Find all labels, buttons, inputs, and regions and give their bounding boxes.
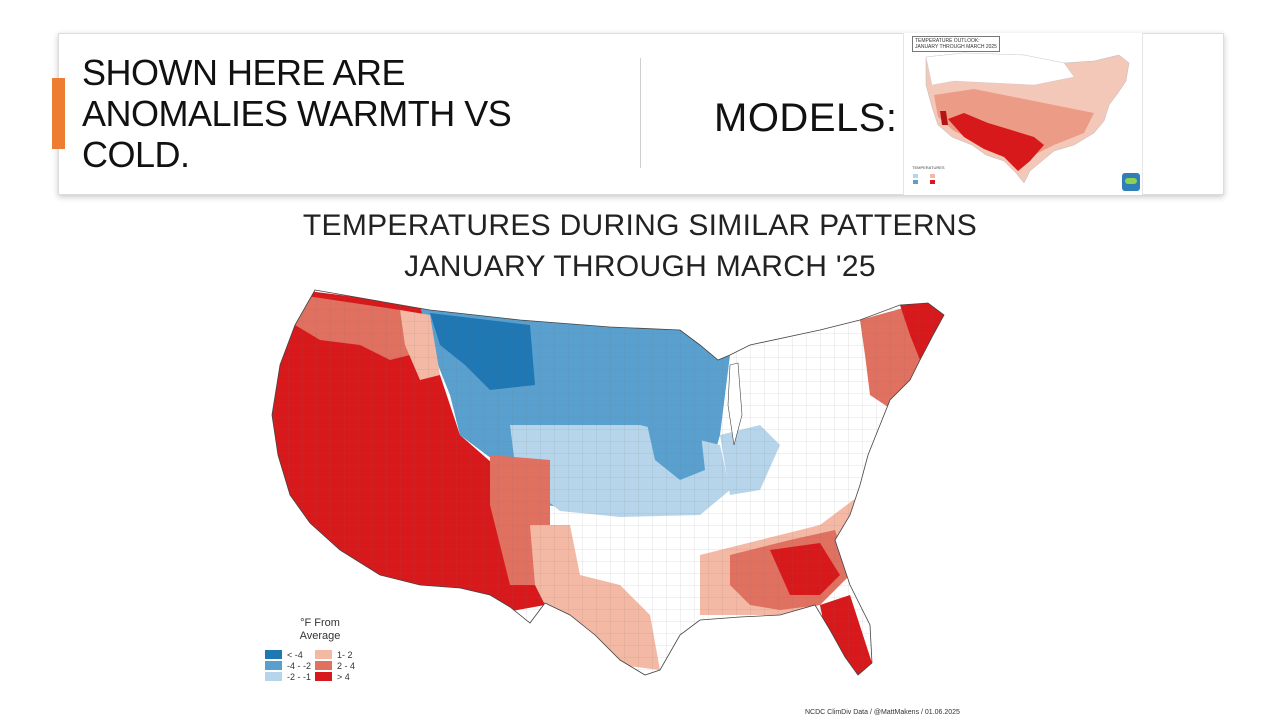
thumb-legend-swatch bbox=[930, 180, 935, 184]
thumb-legend-swatch bbox=[913, 180, 918, 184]
thumb-hot-spot bbox=[940, 111, 948, 125]
legend-title-line-1: °F From bbox=[300, 617, 340, 629]
thumbnail-legend-title: TEMPERATURES bbox=[912, 165, 945, 170]
map-regions bbox=[272, 290, 944, 675]
header-divider bbox=[640, 58, 641, 168]
models-label: MODELS: bbox=[714, 96, 898, 140]
legend-swatch bbox=[265, 661, 282, 670]
thumb-hot-core bbox=[948, 113, 1044, 171]
map-title-line-1: TEMPERATURES DURING SIMILAR PATTERNS bbox=[302, 209, 978, 242]
thumbnail-title-line-1: TEMPERATURE OUTLOOK: bbox=[915, 38, 980, 44]
data-credit: NCDC ClimDiv Data / @MattMakens / 01.06.… bbox=[805, 709, 960, 716]
legend-swatch bbox=[315, 661, 332, 670]
accent-bar bbox=[52, 78, 65, 149]
legend-label: 1- 2 bbox=[337, 650, 353, 660]
county-grid-overlay bbox=[272, 290, 944, 675]
thumb-legend-swatch bbox=[930, 174, 935, 178]
thumb-legend-swatch bbox=[913, 174, 918, 178]
legend-swatch bbox=[265, 672, 282, 681]
legend-swatch bbox=[315, 672, 332, 681]
noaa-logo-icon bbox=[1122, 173, 1140, 191]
legend-title-line-2: Average bbox=[299, 630, 341, 642]
thumbnail-map bbox=[925, 52, 1130, 184]
us-outline bbox=[271, 289, 945, 676]
temperature-anomaly-map bbox=[271, 289, 945, 676]
legend-title: °F From Average bbox=[265, 617, 375, 643]
legend-label: -4 - -2 bbox=[287, 661, 312, 671]
outlook-thumbnail: TEMPERATURE OUTLOOK: JANUARY THROUGH MAR… bbox=[903, 33, 1143, 195]
heading-line-3: COLD. bbox=[82, 134, 190, 175]
map-legend: °F From Average < -4 -4 - -2 -2 - -1 1- … bbox=[265, 617, 385, 682]
lake-michigan bbox=[727, 362, 743, 446]
legend-swatch bbox=[265, 650, 282, 659]
map-title-line-2: JANUARY THROUGH MARCH '25 bbox=[404, 250, 876, 283]
legend-label: 2 - 4 bbox=[337, 661, 356, 671]
heading-line-2: ANOMALIES WARMTH VS bbox=[82, 93, 512, 134]
thumbnail-title-line-2: JANUARY THROUGH MARCH 2025 bbox=[915, 44, 997, 50]
legend-swatch bbox=[315, 650, 332, 659]
heading-line-1: SHOWN HERE ARE bbox=[82, 52, 406, 93]
thumbnail-title: TEMPERATURE OUTLOOK: JANUARY THROUGH MAR… bbox=[912, 36, 1000, 52]
thumb-us-north bbox=[925, 52, 1075, 86]
legend-label: > 4 bbox=[337, 672, 350, 682]
map-title: TEMPERATURES DURING SIMILAR PATTERNS JAN… bbox=[200, 205, 1080, 287]
legend-label: -2 - -1 bbox=[287, 672, 312, 682]
slide-heading: SHOWN HERE ARE ANOMALIES WARMTH VS COLD. bbox=[82, 52, 602, 175]
legend-label: < -4 bbox=[287, 650, 303, 660]
